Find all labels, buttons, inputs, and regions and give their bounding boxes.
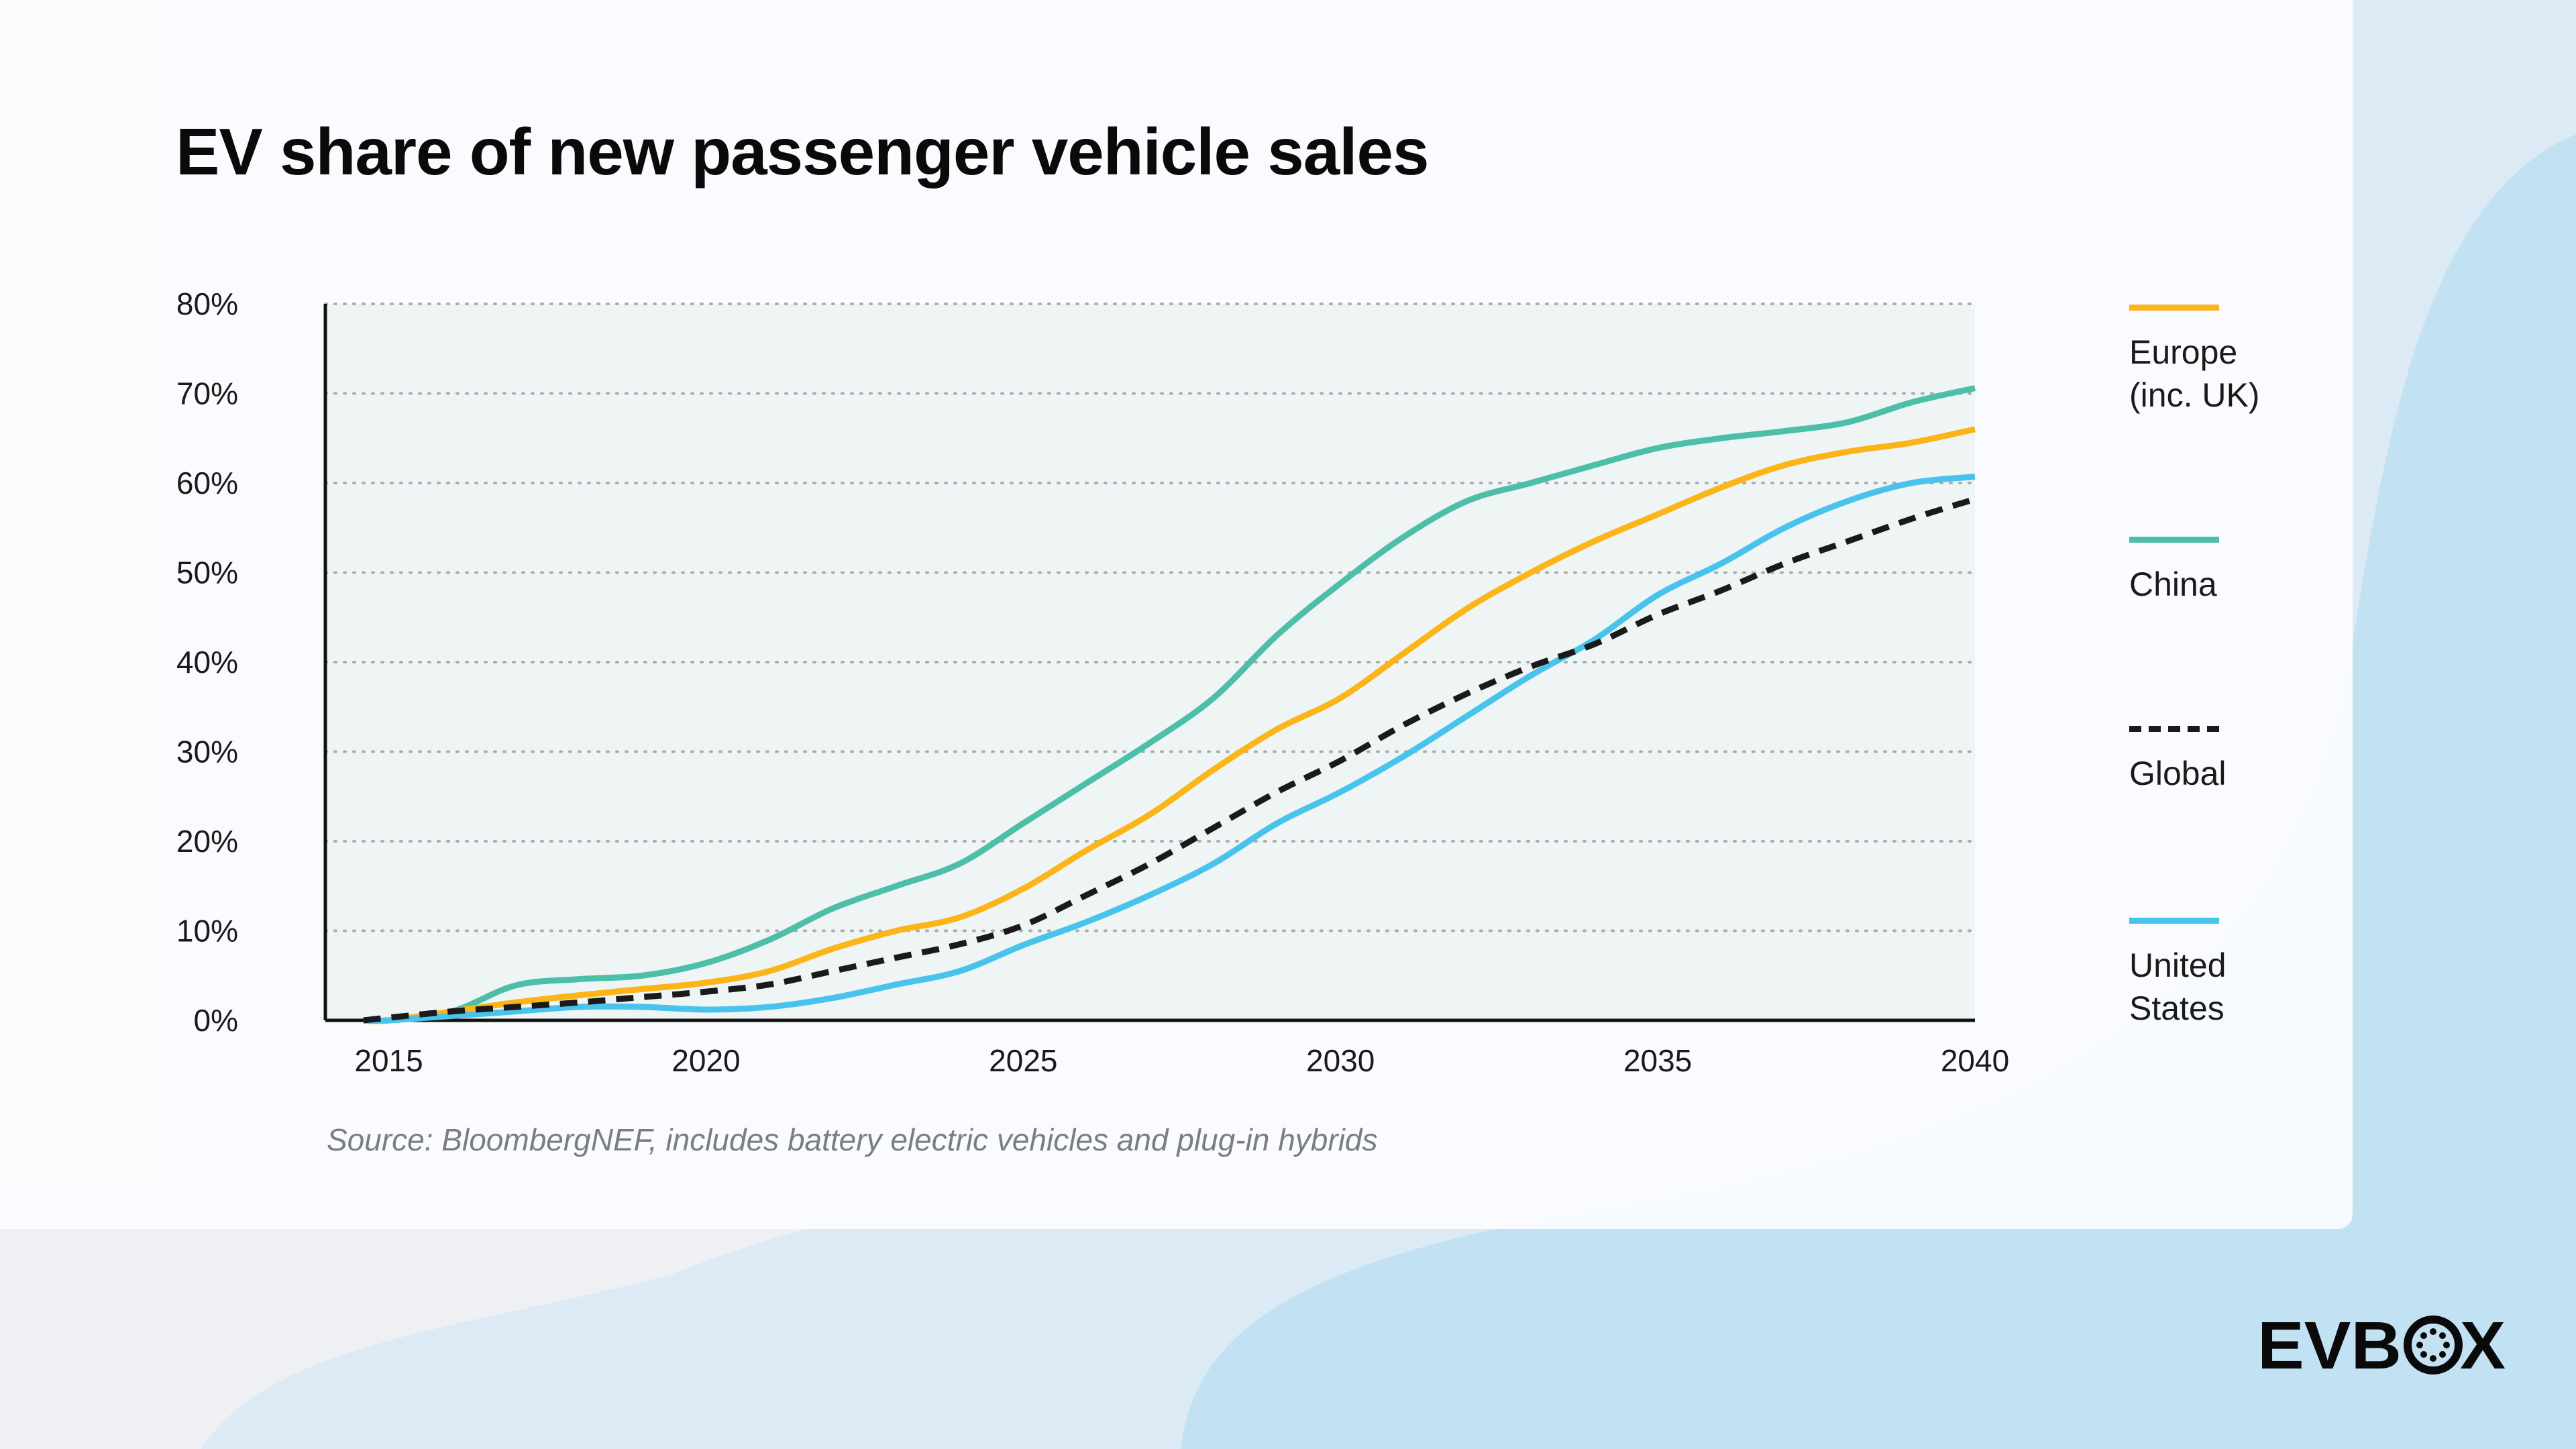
legend-item: United States — [2129, 918, 2304, 1030]
y-tick-label: 40% — [176, 645, 238, 680]
series-line-europe-inc-uk — [363, 426, 1976, 1024]
x-tick-label: 2025 — [989, 1043, 1057, 1078]
series-line-united-states — [363, 474, 1976, 1024]
legend-label: Global — [2129, 755, 2226, 792]
y-tick-label: 30% — [176, 735, 238, 769]
x-tick-label: 2035 — [1623, 1043, 1692, 1078]
y-tick-label: 50% — [176, 555, 238, 590]
legend-swatch — [2129, 726, 2219, 732]
legend-item: Global — [2129, 726, 2304, 795]
legend-label: Europe (inc. UK) — [2129, 333, 2260, 414]
plot-area — [325, 304, 1975, 1020]
legend-label: United States — [2129, 947, 2226, 1027]
y-tick-label: 20% — [176, 824, 238, 859]
evbox-logo: EVB X — [2257, 1308, 2506, 1383]
series-line-global — [363, 496, 1976, 1024]
legend-swatch — [2129, 305, 2219, 311]
legend-swatch — [2129, 537, 2219, 543]
y-tick-label: 80% — [176, 286, 238, 321]
legend-item: China — [2129, 537, 2304, 606]
legend-swatch — [2129, 918, 2219, 924]
x-tick-label: 2015 — [354, 1043, 423, 1078]
x-tick-label: 2030 — [1306, 1043, 1375, 1078]
y-tick-label: 60% — [176, 466, 238, 500]
y-tick-label: 10% — [176, 914, 238, 949]
x-tick-label: 2040 — [1941, 1043, 2009, 1078]
legend-label: China — [2129, 566, 2217, 603]
svg-text:EVB: EVB — [2257, 1315, 2402, 1375]
y-tick-label: 0% — [194, 1003, 238, 1038]
y-tick-label: 70% — [176, 376, 238, 411]
x-tick-label: 2020 — [672, 1043, 740, 1078]
source-note: Source: BloombergNEF, includes battery e… — [327, 1122, 1378, 1157]
svg-text:X: X — [2460, 1315, 2506, 1375]
page-title: EV share of new passenger vehicle sales — [176, 115, 1430, 189]
series-line-china — [363, 385, 1976, 1024]
legend-item: Europe (inc. UK) — [2129, 305, 2304, 417]
